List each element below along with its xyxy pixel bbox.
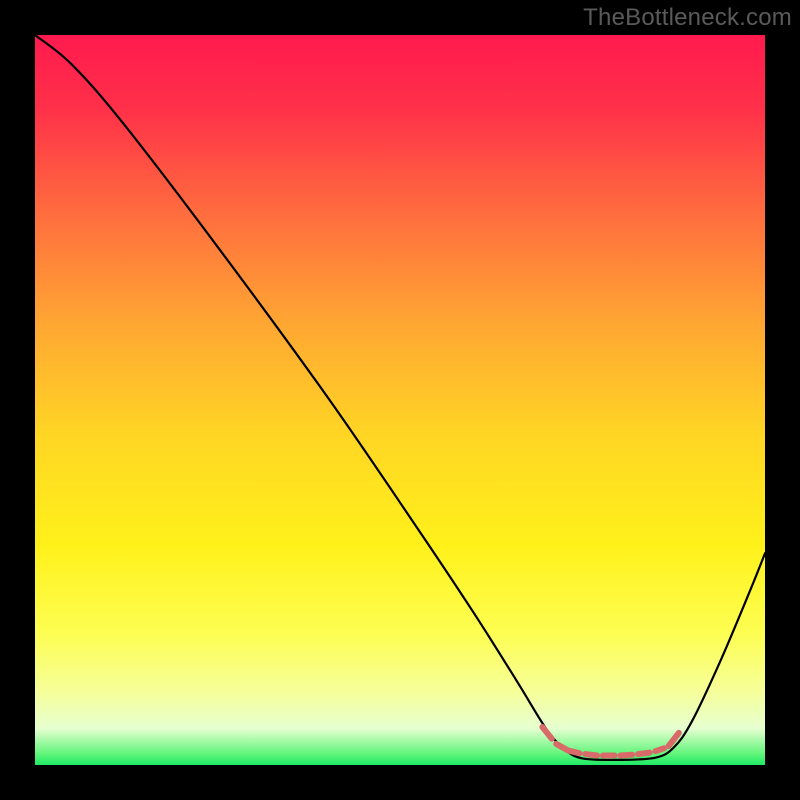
chart-container: TheBottleneck.com bbox=[0, 0, 800, 800]
bottleneck-chart bbox=[0, 0, 800, 800]
optimal-range-marker bbox=[620, 755, 632, 756]
plot-background bbox=[35, 35, 765, 765]
optimal-range-marker bbox=[585, 754, 597, 755]
optimal-range-marker bbox=[638, 753, 650, 754]
optimal-range-marker bbox=[656, 748, 665, 751]
watermark-text: TheBottleneck.com bbox=[583, 4, 792, 32]
